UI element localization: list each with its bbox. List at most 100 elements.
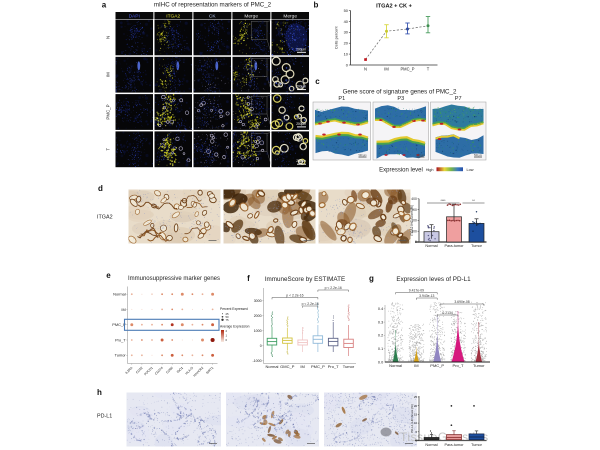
svg-text:Gene score of signature genes: Gene score of signature genes of PMC_2 [343,89,457,96]
svg-text:p < 2.2e-16: p < 2.2e-16 [302,302,319,306]
svg-text:DAPI: DAPI [129,13,140,19]
svg-text:****: **** [441,199,447,203]
svg-text:Tumor: Tumor [471,244,483,248]
svg-text:-1000: -1000 [252,359,261,363]
svg-text:p < 2.2e-16: p < 2.2e-16 [325,286,342,290]
svg-text:IM: IM [414,363,418,368]
svg-text:0.4: 0.4 [378,307,383,311]
svg-text:Para-tumor: Para-tumor [445,244,465,248]
svg-text:f: f [247,274,250,283]
svg-text:ITGA2 + CK +: ITGA2 + CK + [376,4,412,10]
svg-text:0: 0 [260,344,262,348]
svg-text:CK: CK [209,13,216,19]
svg-text:300: 300 [411,208,417,212]
svg-text:IM: IM [106,72,111,77]
svg-text:1: 1 [226,334,228,338]
svg-text:0: 0 [346,62,349,67]
svg-text:HLA-G: HLA-G [184,366,194,376]
svg-text:0.3: 0.3 [378,320,383,324]
svg-text:CD274: CD274 [154,366,164,376]
svg-text:100: 100 [411,229,417,233]
svg-text:Para-tumor: Para-tumor [445,443,465,447]
svg-text:c: c [315,77,320,86]
svg-text:h: h [97,388,102,397]
svg-text:Normal: Normal [113,292,126,297]
svg-text:a: a [102,1,107,10]
svg-text:0.2: 0.2 [378,334,383,338]
svg-text:2000: 2000 [254,314,262,318]
svg-text:e: e [106,271,111,280]
svg-text:30: 30 [344,30,349,35]
svg-text:3.943e-13: 3.943e-13 [419,294,434,298]
svg-text:PMC_P: PMC_P [112,322,126,327]
svg-text:ITGA2: ITGA2 [166,13,180,19]
svg-text:Normal: Normal [425,443,437,447]
svg-text:0.2134: 0.2134 [442,311,452,315]
svg-text:IM: IM [121,307,125,312]
svg-text:P3: P3 [397,96,404,102]
svg-text:200μm: 200μm [296,85,306,89]
svg-text:d: d [98,184,103,193]
svg-text:75: 75 [226,318,230,322]
svg-text:CD22: CD22 [135,366,144,375]
svg-text:N: N [106,36,111,39]
svg-text:20: 20 [414,404,418,408]
svg-text:10: 10 [414,421,418,425]
svg-text:N: N [364,67,367,72]
svg-text:Percent Expressed: Percent Expressed [220,307,248,311]
svg-text:**: ** [472,199,475,203]
svg-text:10: 10 [344,52,349,57]
svg-text:PMC_P: PMC_P [400,67,414,72]
svg-text:200μm: 200μm [296,159,306,163]
svg-text:25: 25 [414,395,418,399]
svg-text:Pro_T: Pro_T [115,337,126,342]
svg-text:500 μm: 500 μm [416,154,424,157]
svg-text:Tumor: Tumor [473,363,485,368]
svg-text:25: 25 [226,312,230,316]
svg-text:IM: IM [300,364,304,369]
svg-text:PMC_P: PMC_P [311,364,325,369]
svg-text:15: 15 [414,413,418,417]
svg-text:HAVCR2: HAVCR2 [192,366,204,378]
svg-text:400: 400 [411,197,417,201]
svg-text:200: 200 [411,219,417,223]
svg-text:Normal: Normal [389,363,402,368]
svg-text:50: 50 [226,315,230,319]
svg-text:0: 0 [226,338,228,342]
svg-text:Tumor: Tumor [343,364,355,369]
svg-text:ITGA2 IHC Score (%): ITGA2 IHC Score (%) [410,205,414,236]
svg-text:Expression level: Expression level [379,168,423,174]
svg-text:Normal: Normal [425,244,437,248]
svg-text:20: 20 [344,41,349,46]
svg-text:T: T [427,67,430,72]
svg-text:2: 2 [226,329,228,333]
svg-text:Cells percent: Cells percent [334,26,339,50]
svg-text:0.0: 0.0 [378,360,383,364]
svg-text:PD-L1: PD-L1 [97,414,112,420]
svg-text:Normal: Normal [266,364,279,369]
svg-text:p < 2.2e-16: p < 2.2e-16 [286,293,303,297]
svg-text:Expression leves of PD-L1: Expression leves of PD-L1 [396,276,471,283]
svg-text:T: T [106,148,111,151]
svg-text:PMC_P: PMC_P [430,363,444,368]
svg-text:9.417e-09: 9.417e-09 [409,288,424,292]
svg-text:PMC_P: PMC_P [106,104,111,119]
svg-text:500 μm: 500 μm [474,154,482,157]
svg-text:3000: 3000 [254,299,262,303]
svg-text:500 μm: 500 μm [358,154,366,157]
svg-text:40: 40 [344,19,349,24]
svg-text:0: 0 [415,240,417,244]
svg-text:IDO1: IDO1 [176,366,184,374]
svg-text:IM: IM [384,67,389,72]
svg-text:Pro_T: Pro_T [328,364,339,369]
svg-text:Merge: Merge [283,13,297,19]
svg-text:5: 5 [416,430,418,434]
svg-text:200μm: 200μm [296,47,306,51]
svg-text:SIRT1: SIRT1 [205,366,214,375]
svg-text:CD86: CD86 [165,366,174,375]
svg-text:ITGA2: ITGA2 [97,215,113,221]
svg-text:0: 0 [416,439,418,443]
svg-text:Tumor: Tumor [115,353,127,358]
svg-text:b: b [314,1,319,10]
svg-text:IL2RA: IL2RA [124,365,134,375]
